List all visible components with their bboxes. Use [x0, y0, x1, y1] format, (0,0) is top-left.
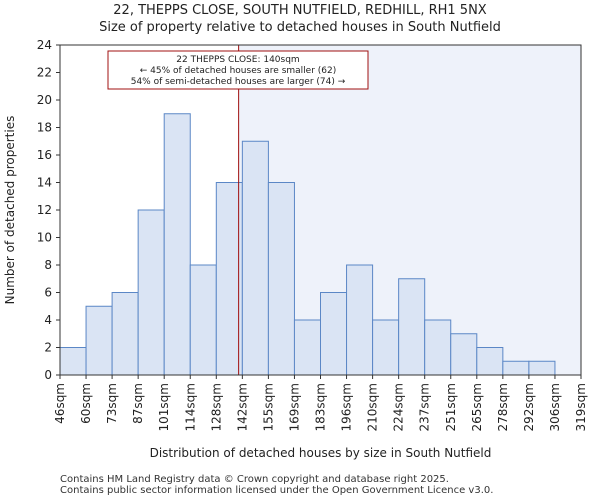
bar	[346, 264, 374, 376]
bar	[476, 347, 504, 376]
x-tick-label: 114sqm	[183, 383, 197, 431]
bar	[293, 319, 322, 376]
x-tick-label: 292sqm	[522, 383, 536, 431]
x-tick-label: 73sqm	[105, 383, 119, 424]
x-tick-label: 265sqm	[470, 383, 484, 431]
x-tick-label: 224sqm	[392, 383, 406, 431]
x-tick-label: 319sqm	[574, 383, 588, 431]
y-tick-label: 20	[37, 93, 52, 107]
annotation-line-1: 22 THEPPS CLOSE: 140sqm	[176, 55, 299, 65]
y-tick-label: 16	[37, 148, 52, 162]
bar	[372, 319, 400, 376]
x-tick-label: 196sqm	[340, 383, 354, 431]
x-tick-label: 278sqm	[496, 383, 510, 431]
y-tick-label: 2	[44, 341, 52, 355]
y-tick-label: 18	[37, 121, 52, 135]
y-tick-label: 4	[44, 313, 52, 327]
bar	[215, 182, 243, 376]
y-tick-label: 22	[37, 66, 52, 80]
x-tick-label: 87sqm	[131, 383, 145, 424]
bar	[320, 292, 348, 376]
x-tick-label: 46sqm	[53, 383, 67, 424]
plot-frame	[59, 44, 582, 376]
x-tick-label: 101sqm	[157, 383, 171, 431]
x-tick-label: 60sqm	[79, 383, 93, 424]
x-tick-label: 142sqm	[235, 383, 249, 431]
x-tick-label: 128sqm	[209, 383, 223, 431]
y-tick-label: 8	[44, 258, 52, 272]
annotation-line-2: ← 45% of detached houses are smaller (62…	[140, 66, 337, 76]
footer-copyright: Contains HM Land Registry data © Crown c…	[60, 474, 449, 485]
y-tick-label: 14	[37, 176, 52, 190]
y-tick-label: 24	[37, 38, 52, 52]
bar	[111, 292, 139, 376]
y-tick-label: 0	[44, 368, 52, 382]
footer-licence: Contains public sector information licen…	[60, 485, 494, 496]
bar	[502, 360, 530, 376]
x-tick-label: 155sqm	[261, 383, 275, 431]
x-axis-label: Distribution of detached houses by size …	[150, 446, 492, 460]
y-tick-label: 12	[37, 203, 52, 217]
annotation-line-3: 54% of semi-detached houses are larger (…	[131, 77, 346, 87]
annotation-box	[107, 50, 369, 90]
x-tick-label: 210sqm	[366, 383, 380, 431]
bar	[398, 278, 426, 376]
chart-title: 22, THEPPS CLOSE, SOUTH NUTFIELD, REDHIL…	[113, 3, 487, 18]
bar	[189, 264, 217, 376]
bar	[424, 319, 452, 376]
bar	[241, 140, 269, 376]
y-tick-label: 6	[44, 286, 52, 300]
bar	[163, 113, 191, 376]
x-tick-label: 251sqm	[444, 383, 458, 431]
y-tick-label: 10	[37, 231, 52, 245]
x-tick-label: 237sqm	[418, 383, 432, 431]
bar	[59, 347, 87, 376]
x-tick-label: 169sqm	[287, 383, 301, 431]
x-tick-label: 306sqm	[548, 383, 562, 431]
x-tick-label: 183sqm	[314, 383, 328, 431]
y-axis-label: Number of detached properties	[3, 116, 17, 305]
bar	[450, 333, 478, 376]
bar	[85, 305, 113, 376]
bar	[528, 360, 556, 376]
bar	[137, 209, 165, 376]
chart-subtitle: Size of property relative to detached ho…	[99, 20, 501, 35]
bar	[267, 182, 295, 376]
